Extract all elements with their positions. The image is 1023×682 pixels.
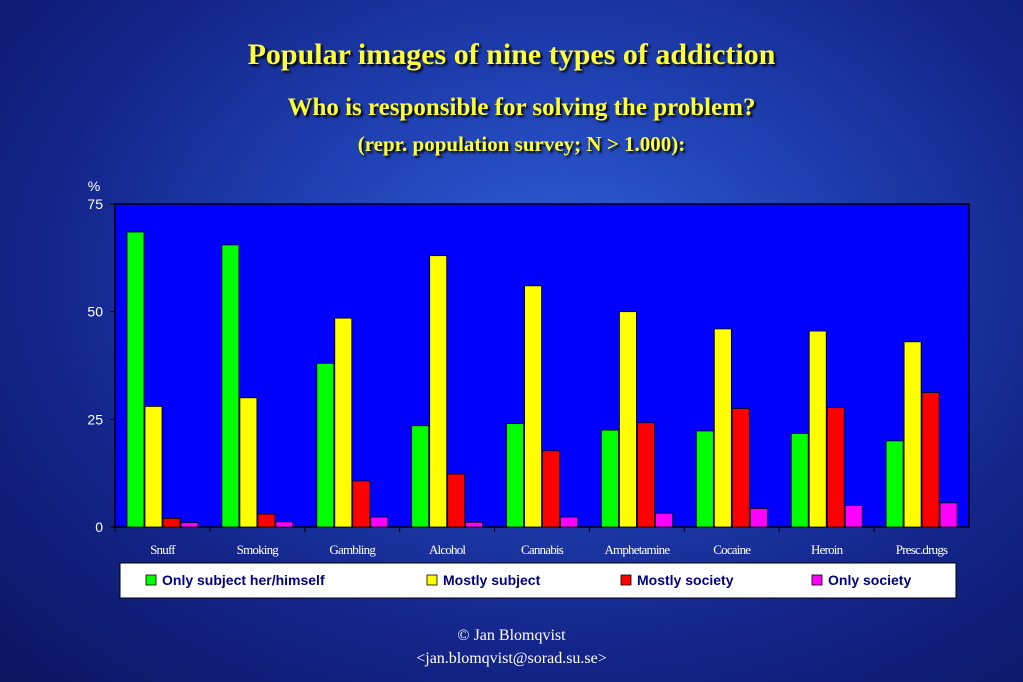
y-tick-label: 25 — [87, 411, 103, 427]
y-tick-label: 75 — [87, 196, 103, 212]
y-tick-label: 50 — [87, 304, 103, 320]
bar — [939, 502, 958, 528]
bar — [749, 508, 768, 528]
legend-swatch — [811, 574, 823, 586]
bar — [731, 408, 750, 528]
bar — [429, 255, 448, 528]
bar — [126, 231, 145, 528]
y-tick-label: 0 — [95, 519, 103, 535]
bar — [180, 522, 199, 528]
x-tick-label: Alcohol — [429, 542, 466, 557]
footer-email: <jan.blomqvist@sorad.su.se> — [416, 650, 607, 667]
bar — [560, 516, 578, 528]
bar — [239, 397, 258, 528]
x-tick-label: Cocaine — [713, 542, 751, 557]
legend-swatch — [145, 574, 157, 586]
bar — [370, 516, 389, 528]
bar — [465, 521, 484, 528]
legend-label: Only subject her/himself — [162, 572, 325, 588]
bar — [542, 450, 560, 528]
bar — [411, 425, 430, 528]
legend-swatch — [426, 574, 438, 586]
bar — [316, 362, 335, 528]
legend-label: Mostly subject — [443, 572, 541, 588]
bar — [221, 244, 240, 528]
bar — [524, 285, 542, 528]
bar — [903, 341, 922, 528]
bar — [257, 513, 276, 528]
bar — [275, 521, 294, 528]
bar — [506, 423, 524, 528]
x-tick-label: Gambling — [329, 542, 376, 557]
bar — [637, 422, 655, 528]
bar — [844, 505, 863, 528]
x-tick-label: Heroin — [811, 542, 844, 557]
plot-area — [114, 203, 970, 528]
footer-copyright: © Jan Blomqvist — [457, 627, 566, 644]
bar — [447, 473, 466, 528]
x-tick-label: Amphetamine — [604, 542, 670, 557]
bar — [352, 480, 371, 528]
x-tick-label: Presc.drugs — [896, 542, 948, 557]
legend-swatch — [620, 574, 632, 586]
chart-subtitle: Who is responsible for solving the probl… — [287, 94, 756, 121]
bar — [334, 317, 353, 528]
bar — [808, 330, 827, 528]
bar — [713, 328, 732, 528]
x-tick-label: Smoking — [237, 542, 280, 557]
bar — [695, 430, 714, 528]
chart-title: Popular images of nine types of addictio… — [247, 38, 776, 71]
bar — [162, 517, 181, 528]
bar — [144, 406, 163, 528]
bar — [601, 429, 619, 528]
x-tick-label: Snuff — [150, 542, 176, 557]
y-axis-label: % — [88, 178, 100, 194]
bar — [885, 440, 904, 528]
bar — [790, 433, 809, 528]
bar — [921, 392, 940, 528]
legend-label: Only society — [828, 572, 911, 588]
chart-subtitle-note: (repr. population survey; N > 1.000): — [357, 132, 686, 156]
bar — [655, 512, 673, 528]
bar — [826, 407, 845, 528]
bar — [619, 311, 637, 528]
legend-label: Mostly society — [637, 572, 734, 588]
x-tick-label: Cannabis — [521, 542, 564, 557]
